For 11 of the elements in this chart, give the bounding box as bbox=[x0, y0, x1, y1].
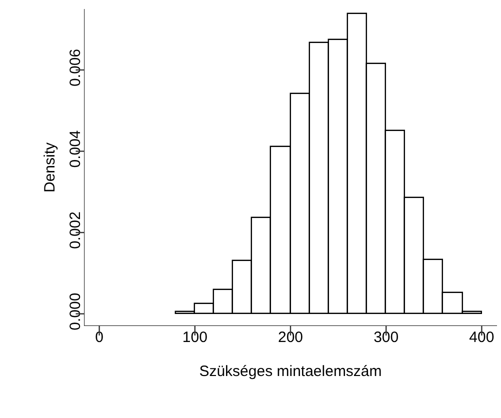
x-tick-label: 400 bbox=[469, 329, 494, 346]
y-tick-label: 0.002 bbox=[67, 212, 84, 250]
y-tick-label: 0.000 bbox=[67, 292, 84, 330]
x-tick-label: 100 bbox=[182, 329, 208, 346]
y-axis-title: Density bbox=[41, 142, 58, 193]
x-tick-label: 300 bbox=[374, 329, 399, 346]
y-tick-label: 0.006 bbox=[67, 48, 84, 86]
x-tick-label: 200 bbox=[278, 329, 304, 346]
x-axis-title: Szükséges mintaelemszám bbox=[199, 363, 382, 380]
x-tick-label: 0 bbox=[95, 329, 104, 346]
y-tick-label: 0.004 bbox=[67, 130, 84, 168]
